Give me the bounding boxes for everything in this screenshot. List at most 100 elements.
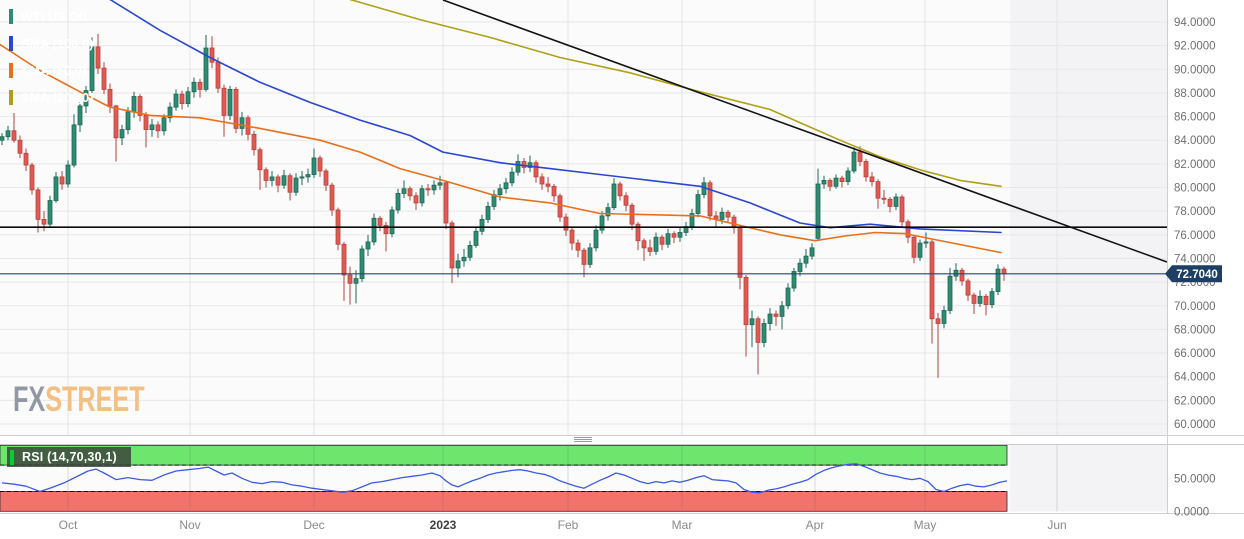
candle-body xyxy=(53,176,59,201)
candle-body xyxy=(185,91,191,104)
candle-body xyxy=(119,129,125,139)
time-axis-label: Apr xyxy=(806,518,825,532)
candle-body xyxy=(161,117,167,132)
candle-body xyxy=(599,215,605,231)
candle-body xyxy=(827,180,833,187)
candle-body xyxy=(743,276,749,326)
rsi-label: RSI (14,70,30,1) xyxy=(22,450,117,464)
candle-body xyxy=(605,207,611,217)
candle-body xyxy=(503,182,509,190)
candle-body xyxy=(389,209,395,235)
candle-body xyxy=(569,229,575,244)
candle-body xyxy=(311,157,317,175)
candle-body xyxy=(617,183,623,197)
candle-body xyxy=(107,88,113,107)
candle-body xyxy=(281,175,287,186)
instrument-label: WTI US OIL xyxy=(21,9,92,24)
time-axis-label: Nov xyxy=(179,518,200,532)
candle-body xyxy=(401,188,407,194)
rsi-axis-label: 0.0000 xyxy=(1174,506,1209,518)
candle-body xyxy=(209,47,215,63)
price-axis-label: 90.0000 xyxy=(1174,64,1216,76)
candle-body xyxy=(809,247,815,257)
candle-body xyxy=(845,170,851,183)
time-axis-label: May xyxy=(914,518,937,532)
price-axis-label: 66.0000 xyxy=(1174,348,1216,360)
candle-body xyxy=(143,115,149,130)
candle-body xyxy=(833,177,839,187)
candle-body xyxy=(341,243,347,276)
candle-body xyxy=(113,105,119,139)
price-axis-label: 86.0000 xyxy=(1174,112,1216,124)
candle-body xyxy=(191,81,197,93)
candle-body xyxy=(881,197,887,200)
rsi-indicator-legend[interactable]: RSI (14,70,30,1) xyxy=(7,447,131,467)
candle-body xyxy=(989,291,995,305)
time-axis-label: Feb xyxy=(558,518,579,532)
candle-body xyxy=(875,181,881,199)
candle-body xyxy=(677,232,683,238)
candle-body xyxy=(539,176,545,185)
candle-body xyxy=(839,177,845,183)
sma50-color-swatch xyxy=(9,63,13,78)
fxstreet-logo: FXSTREET xyxy=(13,382,145,417)
rsi-color-swatch xyxy=(10,449,14,465)
candle-body xyxy=(887,198,893,207)
candle-body xyxy=(251,133,257,151)
candle-body xyxy=(665,233,671,245)
candle-body xyxy=(149,124,155,130)
candle-body xyxy=(47,200,53,225)
candle-body xyxy=(275,176,281,186)
candle-body xyxy=(293,177,299,193)
legend-item-instrument[interactable]: WTI US OIL xyxy=(6,6,105,27)
candle-body xyxy=(659,236,665,245)
candle-body xyxy=(41,219,47,225)
legend-item-sma200[interactable]: SMA (200,0) xyxy=(6,87,108,108)
indicator-legend: WTI US OIL SMA (100,0) SMA (50,0) SMA (2… xyxy=(6,6,108,114)
candle-body xyxy=(137,96,143,116)
candle-body xyxy=(707,182,713,217)
candle-body xyxy=(983,295,989,305)
legend-item-sma50[interactable]: SMA (50,0) xyxy=(6,60,100,81)
candle-body xyxy=(947,275,953,311)
candle-body xyxy=(83,90,89,107)
candle-body xyxy=(407,188,413,197)
candle-body xyxy=(167,106,173,119)
sma100-label: SMA (100,0) xyxy=(21,36,94,51)
candle-body xyxy=(929,241,935,320)
candle-body xyxy=(215,61,221,89)
candle-body xyxy=(755,318,761,343)
descending-trendline[interactable] xyxy=(442,0,1168,263)
time-axis-label: Dec xyxy=(303,518,324,532)
candle-body xyxy=(155,124,161,132)
candle-body xyxy=(899,196,905,223)
candle-body xyxy=(587,247,593,265)
candle-body xyxy=(377,217,383,226)
rsi-oversold-band xyxy=(0,491,1008,512)
candle-body xyxy=(485,206,491,220)
candle-body xyxy=(0,136,5,141)
candle-body xyxy=(17,139,23,154)
sma100-color-swatch xyxy=(9,36,13,51)
candle-body xyxy=(5,130,11,138)
price-axis-label: 64.0000 xyxy=(1174,372,1216,384)
price-axis-label: 80.0000 xyxy=(1174,183,1216,195)
candle-body xyxy=(329,184,335,211)
candle-body xyxy=(323,170,329,186)
sma-50-line xyxy=(0,43,1002,254)
candle-body xyxy=(635,223,641,242)
candle-body xyxy=(797,262,803,272)
candle-body xyxy=(413,195,419,204)
future-area-rsi xyxy=(1010,444,1167,512)
candle-body xyxy=(917,242,923,258)
price-axis-label: 82.0000 xyxy=(1174,159,1216,171)
candle-body xyxy=(263,169,269,181)
legend-item-sma100[interactable]: SMA (100,0) xyxy=(6,33,108,54)
candle-body xyxy=(449,222,455,269)
candle-body xyxy=(479,219,485,232)
candle-body xyxy=(269,176,275,181)
candle-body xyxy=(203,47,209,90)
candle-body xyxy=(89,46,95,91)
